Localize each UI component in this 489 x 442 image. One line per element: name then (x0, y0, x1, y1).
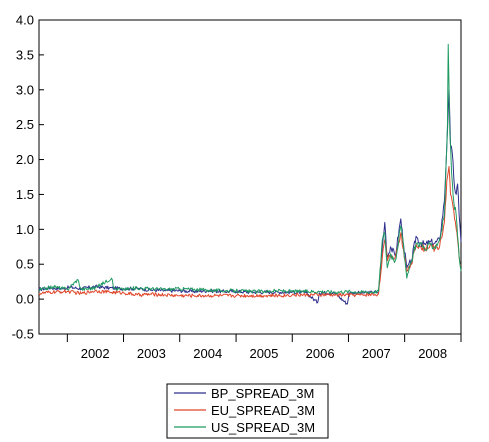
y-tick-label: 4.0 (16, 13, 34, 28)
x-tick-label: 2008 (418, 346, 447, 361)
x-tick-label: 2005 (249, 346, 278, 361)
series-line-eu-spread-3m (38, 166, 462, 298)
series-line-bp-spread-3m (38, 89, 462, 305)
x-tick-label: 2007 (362, 346, 391, 361)
y-tick-label: 1.0 (16, 222, 34, 237)
legend-label-eu: EU_SPREAD_3M (211, 403, 315, 418)
y-tick-label: 3.5 (16, 47, 34, 62)
legend: BP_SPREAD_3M EU_SPREAD_3M US_SPREAD_3M (166, 383, 329, 439)
y-tick-label: -0.5 (12, 327, 34, 342)
legend-label-bp: BP_SPREAD_3M (211, 386, 314, 401)
plot-frame (38, 19, 462, 335)
x-tick-label: 2002 (81, 346, 110, 361)
y-tick-label: 0.0 (16, 292, 34, 307)
y-tick-label: 2.0 (16, 152, 34, 167)
y-tick-label: 2.5 (16, 117, 34, 132)
y-tick-label: 0.5 (16, 257, 34, 272)
x-tick-label: 2003 (137, 346, 166, 361)
series-lines (38, 43, 462, 305)
y-tick-label: 3.0 (16, 82, 34, 97)
y-tick-label: 1.5 (16, 187, 34, 202)
x-tick-label: 2004 (193, 346, 222, 361)
y-axis: -0.5 0.0 0.5 1.0 1.5 2.0 2.5 3.0 3.5 4.0 (12, 13, 44, 342)
x-tick-label: 2006 (306, 346, 335, 361)
series-line-us-spread-3m (38, 43, 462, 295)
x-axis: 2002 2003 2004 2005 2006 2007 2008 (66, 334, 462, 361)
legend-label-us: US_SPREAD_3M (211, 420, 315, 435)
